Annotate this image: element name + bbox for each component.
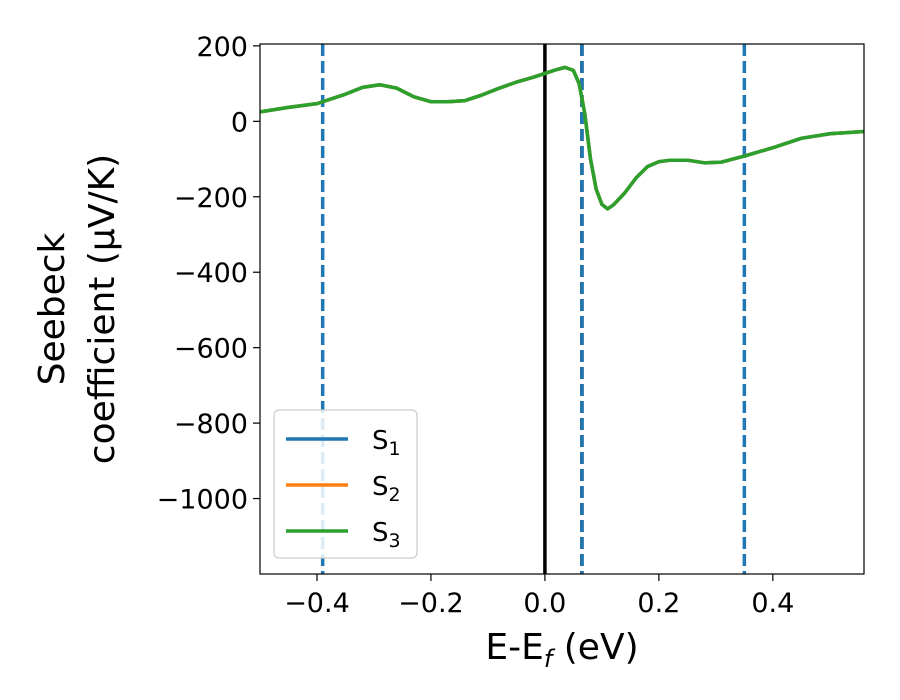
- series-line-s3: [260, 65, 864, 211]
- y-tick-label: −400: [174, 258, 248, 289]
- y-tick-label: −200: [174, 183, 248, 214]
- y-axis-title-line1: Seebeck: [32, 232, 73, 385]
- plot-area: [260, 44, 864, 574]
- x-tick-label: 0.2: [637, 588, 680, 619]
- x-axis-title: E-Ef (eV): [485, 627, 638, 673]
- y-axis-title-line2: coefficient (μV/K): [82, 154, 123, 464]
- series-line-s1: [260, 65, 864, 211]
- x-tick-label: −0.2: [398, 588, 464, 619]
- y-tick-label: 200: [196, 32, 248, 63]
- x-tick-label: 0.4: [751, 588, 794, 619]
- legend-label-s3: S3: [372, 518, 401, 552]
- x-tick-label: 0.0: [523, 588, 566, 619]
- legend-label-s1: S1: [372, 426, 401, 460]
- y-tick-label: −1000: [157, 485, 248, 516]
- y-tick-label: −800: [174, 409, 248, 440]
- plot-frame: [259, 43, 865, 575]
- x-tick-label: −0.4: [284, 588, 350, 619]
- y-tick-label: 0: [231, 107, 248, 138]
- series-line-s2: [260, 65, 864, 211]
- legend-label-s2: S2: [372, 472, 401, 506]
- y-tick-label: −600: [174, 334, 248, 365]
